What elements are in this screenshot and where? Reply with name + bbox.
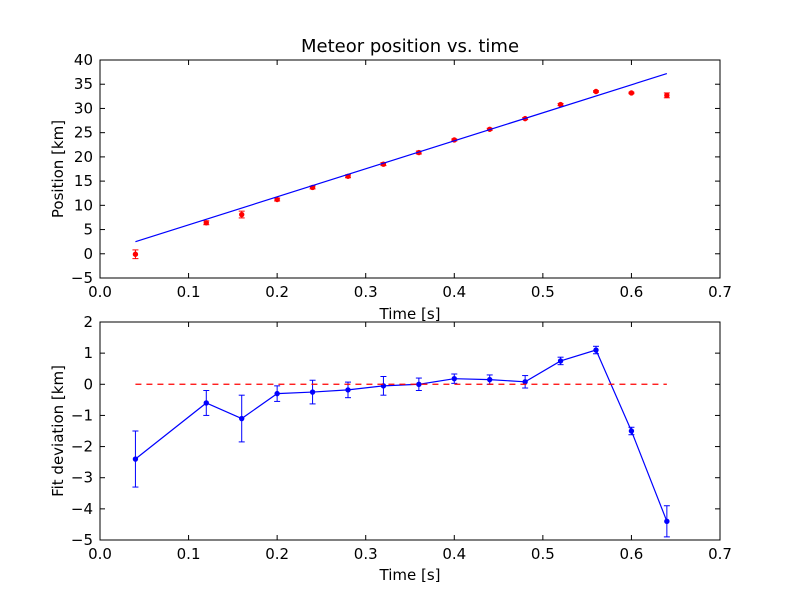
data-point (309, 389, 316, 395)
y-tick-label: 10 (74, 196, 93, 214)
x-tick-label: 0.6 (619, 545, 643, 563)
data-point (203, 400, 209, 406)
y-tick-label: 1 (83, 344, 93, 362)
data-point (274, 196, 280, 203)
x-axis-label: Time [s] (379, 566, 441, 584)
y-tick-label: 30 (74, 99, 93, 117)
y-tick-label: −1 (71, 406, 93, 424)
data-point (132, 251, 139, 257)
data-point (557, 358, 564, 364)
deviation-chart-ticks: 0.0 0.1 0.2 0.3 0.4 0.5 0.6 0.7 −5 −4 −3 −2 −1 0 1 2 (71, 313, 732, 563)
y-tick-label: 35 (74, 75, 93, 93)
x-tick-label: 0.4 (442, 545, 466, 563)
data-point (451, 375, 457, 382)
x-tick-label: 0.2 (265, 283, 289, 301)
data-point (628, 90, 635, 96)
y-tick-label: 15 (74, 172, 93, 190)
y-tick-label: 2 (83, 313, 93, 331)
data-point (664, 92, 670, 99)
data-point (274, 390, 280, 397)
data-point (416, 381, 422, 387)
series-line (135, 72, 668, 243)
position-chart: Meteor position vs. time 0.0 0.1 0.2 0.3 0.4… (49, 36, 732, 323)
y-axis-label: Position [km] (49, 120, 67, 218)
x-axis-label: Time [s] (379, 305, 441, 323)
y-tick-label: 40 (74, 51, 93, 69)
data-point (132, 456, 139, 462)
y-tick-label: −5 (71, 531, 93, 549)
x-tick-label: 0.0 (88, 283, 112, 301)
y-tick-label: 0 (83, 375, 93, 393)
series-line (135, 349, 668, 522)
data-point (487, 376, 493, 383)
data-point (239, 211, 245, 218)
x-tick-label: 0.5 (531, 283, 555, 301)
x-tick-label: 0.6 (619, 283, 643, 301)
y-tick-label: −4 (71, 500, 93, 518)
x-tick-label: 0.3 (354, 545, 378, 563)
y-tick-label: −3 (71, 469, 93, 487)
y-axis-label: Fit deviation [km] (49, 365, 67, 497)
data-point (593, 88, 599, 95)
x-tick-label: 0.2 (265, 545, 289, 563)
data-point (239, 415, 245, 422)
data-point (664, 518, 670, 525)
x-tick-label: 0.4 (442, 283, 466, 301)
data-point (593, 347, 599, 353)
data-point (203, 220, 209, 226)
y-tick-label: −2 (71, 438, 93, 456)
chart-title: Meteor position vs. time (301, 36, 519, 57)
plot-frame (99, 59, 721, 279)
y-tick-label: 20 (74, 148, 93, 166)
y-tick-label: 5 (83, 221, 93, 239)
x-tick-label: 0.1 (177, 283, 201, 301)
x-tick-label: 0.7 (708, 545, 732, 563)
plot-frame (99, 321, 721, 541)
position-chart-marks (132, 72, 670, 260)
x-tick-label: 0.3 (354, 283, 378, 301)
x-tick-label: 0.5 (531, 545, 555, 563)
x-tick-label: 0.0 (88, 545, 112, 563)
deviation-chart-marks (132, 345, 670, 538)
y-tick-label: 25 (74, 124, 93, 142)
y-tick-label: −5 (71, 269, 93, 287)
data-point (522, 379, 528, 385)
position-chart-ticks: 0.0 0.1 0.2 0.3 0.4 0.5 0.6 0.7 −5 0 5 10 15 20 25 30 35… (71, 51, 732, 301)
x-tick-label: 0.1 (177, 545, 201, 563)
data-point (345, 387, 351, 393)
data-point (628, 428, 635, 434)
x-tick-label: 0.7 (708, 283, 732, 301)
y-tick-label: 0 (83, 245, 93, 263)
deviation-chart: 0.0 0.1 0.2 0.3 0.4 0.5 0.6 0.7 −5 −4 −3 −2 −1 0 1 2 Ti… (49, 313, 732, 584)
